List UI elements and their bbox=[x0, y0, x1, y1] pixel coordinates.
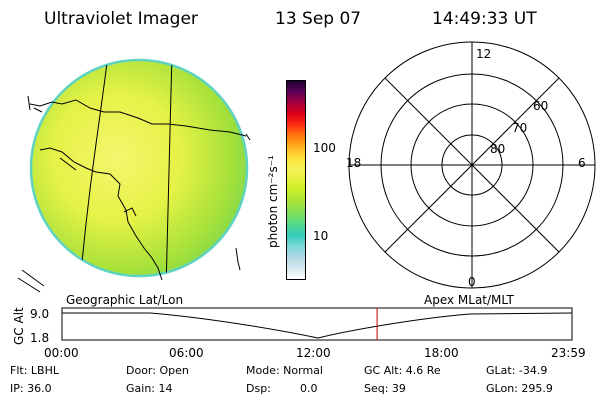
earth-disc bbox=[31, 60, 247, 276]
timeline-y-tick-low: 1.8 bbox=[30, 331, 50, 345]
observation-date: 13 Sep 07 bbox=[275, 9, 362, 29]
colorbar bbox=[286, 80, 306, 280]
polar-label-0: 0 bbox=[468, 275, 476, 289]
colorbar-tick-100: 100 bbox=[313, 141, 336, 155]
polar-lat-60: 60 bbox=[533, 99, 548, 113]
instrument-title: Ultraviolet Imager bbox=[44, 9, 198, 29]
polar-diagonal-2 bbox=[384, 77, 560, 253]
info-gc-alt: GC Alt: 4.6 Re bbox=[364, 364, 441, 377]
polar-label-6: 6 bbox=[578, 156, 586, 170]
timeline-x-tick-0000: 00:00 bbox=[44, 346, 79, 360]
earth-limb bbox=[29, 58, 249, 278]
polar-label-18: 18 bbox=[346, 156, 361, 170]
timeline-x-tick-1800: 18:00 bbox=[424, 346, 459, 360]
timeline-x-tick-0600: 06:00 bbox=[169, 346, 204, 360]
polar-lat-70: 70 bbox=[512, 121, 527, 135]
info-mode: Mode: Normal bbox=[246, 364, 323, 377]
info-ip: IP: 36.0 bbox=[10, 382, 52, 395]
polar-lat-80: 80 bbox=[490, 142, 505, 156]
info-filter: Flt: LBHL bbox=[10, 364, 59, 377]
info-glon: GLon: 295.9 bbox=[486, 382, 553, 395]
info-dsp-value: 0.0 bbox=[300, 382, 318, 395]
timeline-x-tick-2359: 23:59 bbox=[551, 346, 586, 360]
altitude-curve bbox=[62, 312, 573, 339]
timeline-y-tick-high: 9.0 bbox=[30, 307, 50, 321]
info-door: Door: Open bbox=[126, 364, 189, 377]
timeline-x-tick-1200: 12:00 bbox=[296, 346, 331, 360]
info-seq: Seq: 39 bbox=[364, 382, 406, 395]
info-dsp-label: Dsp: bbox=[246, 382, 271, 395]
observation-time: 14:49:33 UT bbox=[432, 9, 537, 29]
timeline-right-label: Apex MLat/MLT bbox=[424, 293, 514, 307]
timeline-left-label: Geographic Lat/Lon bbox=[66, 293, 184, 307]
coastlines bbox=[17, 95, 247, 293]
colorbar-gradient bbox=[287, 81, 305, 279]
grid-lines bbox=[79, 60, 173, 276]
info-gain: Gain: 14 bbox=[126, 382, 173, 395]
polar-label-12: 12 bbox=[476, 47, 491, 61]
colorbar-tick-10: 10 bbox=[313, 229, 329, 243]
timeline-frame bbox=[61, 307, 573, 341]
info-glat: GLat: -34.9 bbox=[486, 364, 548, 377]
